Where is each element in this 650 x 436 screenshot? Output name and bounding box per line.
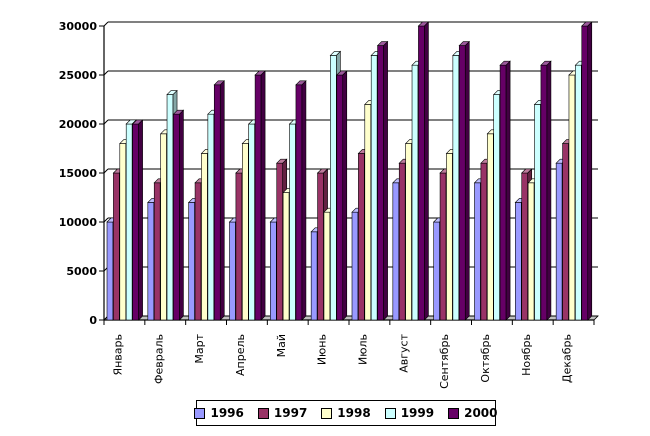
legend-label: 1998 — [337, 406, 371, 420]
bar-2000-2 — [172, 109, 185, 321]
x-tick-label: Август — [397, 333, 410, 372]
bar-2000-9 — [458, 40, 470, 321]
x-tick-label: Февраль — [152, 334, 165, 384]
bar-2000-4 — [254, 70, 266, 321]
x-tick-label: Январь — [111, 334, 124, 376]
legend-item-1999: 1999 — [384, 406, 435, 420]
bar-2000-3 — [213, 80, 225, 321]
y-tick-label: 30000 — [59, 20, 98, 33]
y-tick-label: 0 — [89, 314, 97, 327]
bar-2000-6 — [336, 70, 348, 321]
legend-label: 1996 — [210, 406, 244, 420]
bar-2000-12 — [581, 21, 593, 321]
y-tick-label: 20000 — [59, 118, 98, 131]
bar-2000-1 — [131, 119, 144, 321]
bar-2000-10 — [499, 60, 511, 321]
gridline-depth — [103, 168, 109, 174]
legend-swatch — [448, 407, 460, 419]
y-tick-label: 15000 — [59, 167, 98, 180]
legend-label: 1997 — [273, 406, 308, 420]
x-tick-label: Апрель — [234, 334, 247, 376]
x-tick-label: Ноябрь — [520, 334, 533, 376]
gridline-depth — [103, 119, 109, 125]
legend-swatch — [384, 407, 396, 419]
x-tick-label: Июль — [356, 334, 369, 365]
legend-swatch — [194, 407, 206, 419]
x-tick-label: Сентябрь — [438, 334, 451, 389]
legend-swatch — [321, 407, 333, 419]
legend-label: 1999 — [400, 406, 435, 420]
gridline-depth — [103, 217, 109, 223]
y-tick-label: 25000 — [59, 69, 98, 82]
x-tick-label: Июнь — [316, 334, 329, 365]
x-tick-label: Октябрь — [479, 334, 492, 383]
bar-2000-8 — [417, 21, 430, 321]
legend-item-1998: 1998 — [321, 406, 371, 420]
bar-2000-7 — [376, 40, 389, 321]
legend-label: 2000 — [464, 406, 498, 420]
legend-swatch — [257, 407, 269, 419]
legend-item-1997: 1997 — [257, 406, 308, 420]
bar-2000-5 — [295, 80, 307, 321]
legend-item-2000: 2000 — [448, 406, 498, 420]
y-tick-label: 10000 — [59, 216, 98, 229]
x-tick-label: Март — [193, 333, 206, 363]
gridline-depth — [103, 21, 109, 27]
chart-legend: 1996 1997 1998 1999 2000 — [194, 400, 498, 426]
gridline-depth — [103, 70, 109, 76]
x-tick-label: Декабрь — [561, 334, 574, 383]
y-tick-label: 5000 — [66, 265, 97, 278]
legend-item-1996: 1996 — [194, 406, 244, 420]
x-tick-label: Май — [275, 334, 288, 357]
bar-2000-11 — [540, 60, 552, 321]
